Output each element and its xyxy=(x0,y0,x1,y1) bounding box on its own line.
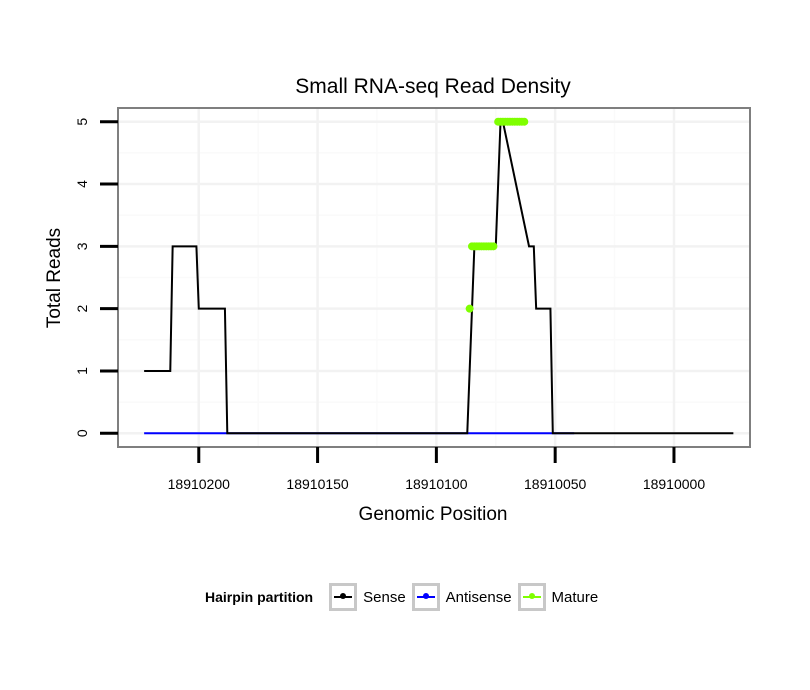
y-tick-label: 0 xyxy=(74,429,90,437)
x-tick-label: 18910150 xyxy=(286,476,349,492)
mature-point xyxy=(465,304,474,313)
x-tick-label: 18910200 xyxy=(168,476,231,492)
mature-point xyxy=(489,242,498,251)
legend-label-sense: Sense xyxy=(363,588,406,606)
legend-item-sense: Sense xyxy=(329,583,406,611)
legend-key-sense xyxy=(329,583,358,611)
y-tick-label: 2 xyxy=(74,305,90,313)
x-tick-label: 18910000 xyxy=(643,476,706,492)
legend: Hairpin partition Sense Antisense Mature xyxy=(205,580,604,614)
plot-border xyxy=(117,107,751,448)
legend-key-mature xyxy=(517,583,546,611)
legend-label-mature: Mature xyxy=(551,588,599,606)
legend-title: Hairpin partition xyxy=(205,589,314,605)
y-tick-label: 3 xyxy=(74,242,90,250)
chart-title: Small RNA-seq Read Density xyxy=(295,75,571,98)
legend-item-mature: Mature xyxy=(517,583,599,611)
legend-label-antisense: Antisense xyxy=(445,588,512,606)
y-axis-label: Total Reads xyxy=(44,228,65,328)
y-tick-label: 4 xyxy=(74,180,90,188)
y-tick-label: 1 xyxy=(74,367,90,375)
mature-point xyxy=(520,117,529,126)
y-tick-label: 5 xyxy=(74,118,90,126)
x-tick-label: 18910100 xyxy=(405,476,468,492)
legend-key-antisense xyxy=(411,583,440,611)
x-tick-label: 18910050 xyxy=(524,476,587,492)
legend-item-antisense: Antisense xyxy=(411,583,512,611)
x-axis-label: Genomic Position xyxy=(359,504,508,525)
